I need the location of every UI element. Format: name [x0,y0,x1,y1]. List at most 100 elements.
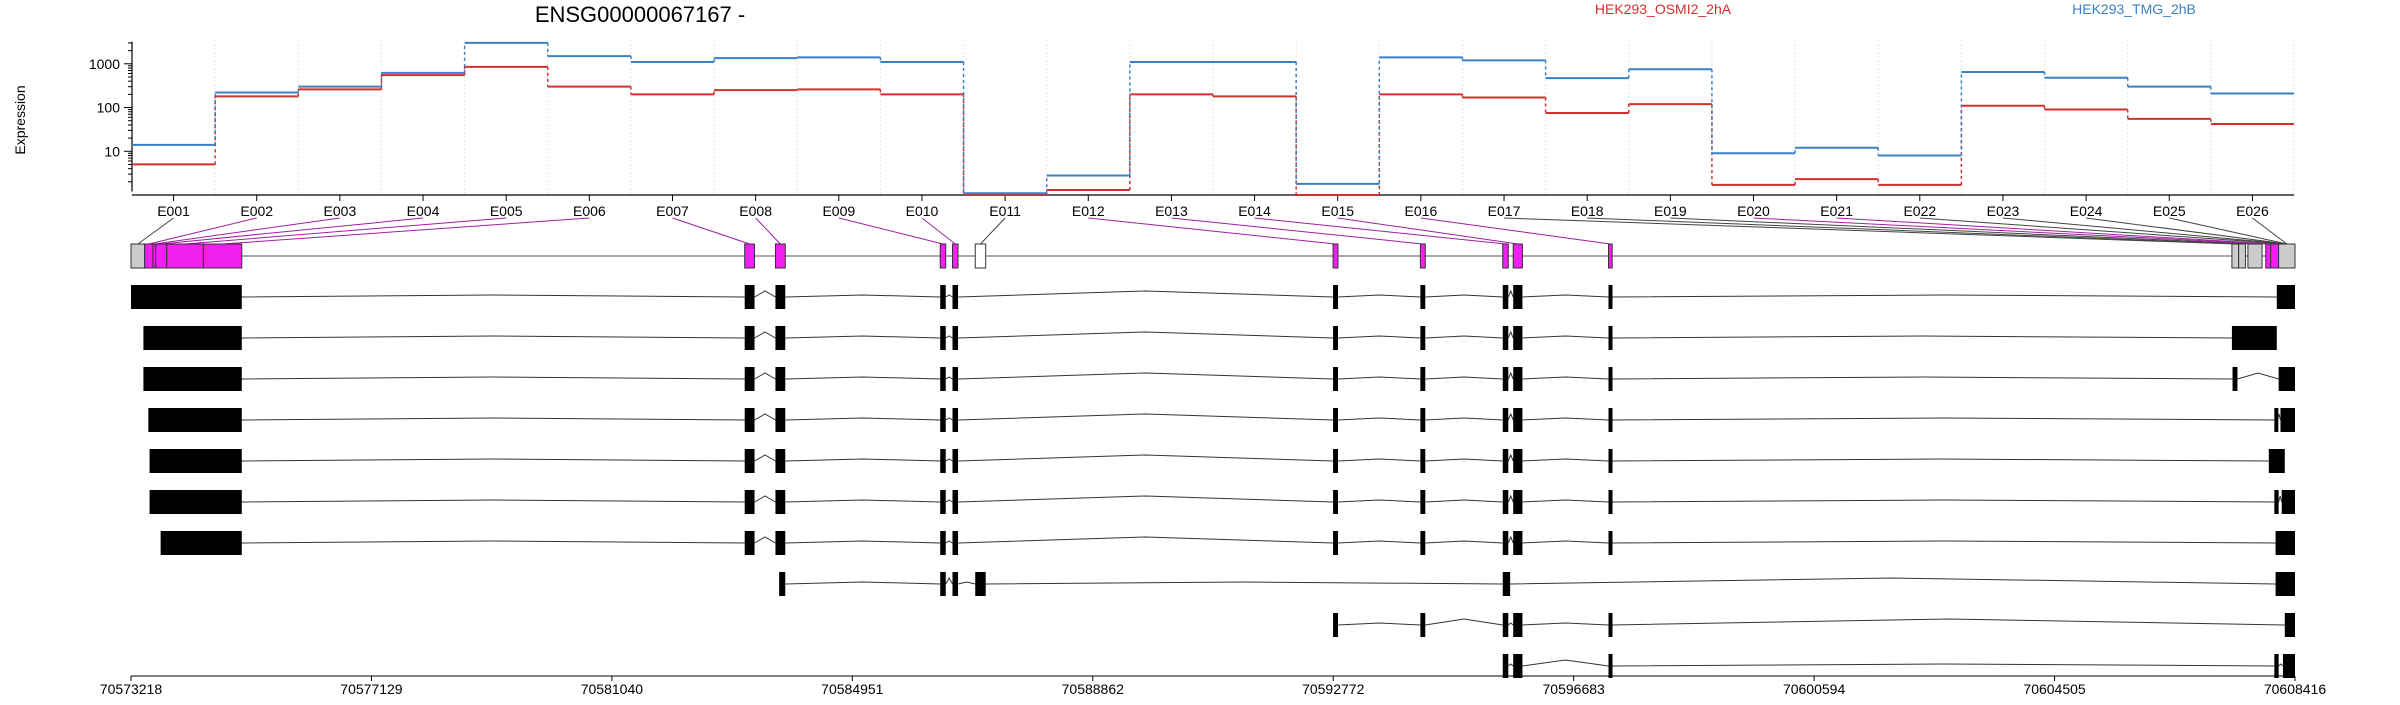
transcript-exon [779,572,786,596]
x-tick-label: E016 [1405,203,1438,219]
x-tick-label: E013 [1155,203,1188,219]
transcript-exon [744,490,755,514]
y-tick-label: 100 [97,100,121,116]
transcript-intron [1425,294,1503,298]
transcript-exon [1420,613,1426,637]
transcript-exon [1608,449,1613,473]
transcript-exon [1502,490,1509,514]
x-tick-label: E025 [2153,203,2186,219]
transcript-intron [1522,294,1609,298]
transcript-exon [2268,449,2285,473]
transcript-exon [1502,285,1509,309]
x-tick-label: E008 [739,203,772,219]
transcript-exon [2284,613,2295,637]
transcript-exon [1513,449,1523,473]
transcript-intron [1507,535,1514,544]
transcript-intron [945,458,953,462]
gene-model-exon [202,243,243,269]
transcript-exon [952,531,959,555]
transcript-exon [2281,490,2295,514]
genomic-tick-label: 70592772 [1302,681,1365,697]
x-tick-label: E026 [2236,203,2269,219]
gene-model-exon [2270,243,2280,269]
bin-connector [222,217,590,245]
transcript-exon [2274,408,2279,432]
chart-title: ENSG00000067167 - [535,2,745,27]
transcript-exon [1420,531,1426,555]
gene-model-exon [952,243,959,269]
transcript-exon [1608,367,1613,391]
transcript-exon [148,408,242,432]
transcript-exon [940,572,946,596]
transcript-exon [1513,613,1523,637]
transcript-intron [1612,618,2285,626]
gene-model-exon [2238,243,2246,269]
transcript-intron [1507,412,1514,421]
transcript-exon [1608,326,1613,350]
genomic-tick-label: 70600594 [1783,681,1846,697]
transcript-exon [775,408,786,432]
transcript-exon [2274,490,2279,514]
bin-connector [1670,217,2255,245]
transcript-intron [785,540,941,544]
transcript-intron [945,335,953,339]
bin-connector [1919,217,2287,245]
bin-connector [154,217,340,245]
gene-model-exon [1502,243,1509,269]
transcript-exon [744,285,755,309]
transcript-intron [1507,330,1514,339]
transcript-exon [744,408,755,432]
transcript-intron [958,536,1334,544]
x-axis: E001 E002 E003 E004 E005 E006 E007 E008 E009 E010… [132,194,2294,219]
transcript-exon [1420,367,1426,391]
transcript-exon [1333,326,1338,350]
gene-model-exon [744,243,756,269]
transcript-exon [1502,326,1509,350]
transcript-intron [1507,453,1514,462]
transcript-exon [940,408,946,432]
transcript-intron [1507,663,1514,667]
transcript-exon [775,490,786,514]
transcript-intron [1522,659,1609,667]
bin-connector [1587,217,2243,245]
transcript-intron [1522,335,1609,339]
bin-connector [2002,217,2287,245]
transcript-intron [945,499,953,503]
gene-model-exon [774,243,786,269]
x-tick-label: E021 [1820,203,1853,219]
series-lines [132,41,2294,196]
transcript-exon [952,490,959,514]
transcript-intron [754,290,776,298]
x-tick-label: E019 [1654,203,1687,219]
transcript-intron [241,540,745,544]
grid-lines [131,40,2295,195]
gene-model-exon [2265,243,2272,269]
transcript-exon [1502,408,1509,432]
transcript-intron [958,331,1334,339]
transcript-intron [2278,495,2283,503]
transcript-intron [1612,458,2269,462]
gene-model-exon [1512,243,1523,269]
transcript-intron [754,536,776,544]
transcript-exon [2276,285,2295,309]
transcript-exon [744,326,755,350]
transcript-intron [1522,540,1609,544]
transcript-exon [940,531,946,555]
transcript-exon [1513,654,1523,678]
transcript-exon [2278,367,2295,391]
transcripts [131,285,2295,678]
transcript-intron [754,372,776,380]
transcript-intron [958,372,1334,380]
transcript-exon [775,285,786,309]
bin-connector [672,217,750,245]
transcript-intron [1425,376,1503,380]
transcript-exon [1333,367,1338,391]
transcript-exon [1333,408,1338,432]
transcript-exon [952,367,959,391]
transcript-exon [952,572,959,596]
transcript-intron [1425,458,1503,462]
genomic-tick-label: 70584951 [821,681,884,697]
gene-model-exon [974,243,987,269]
